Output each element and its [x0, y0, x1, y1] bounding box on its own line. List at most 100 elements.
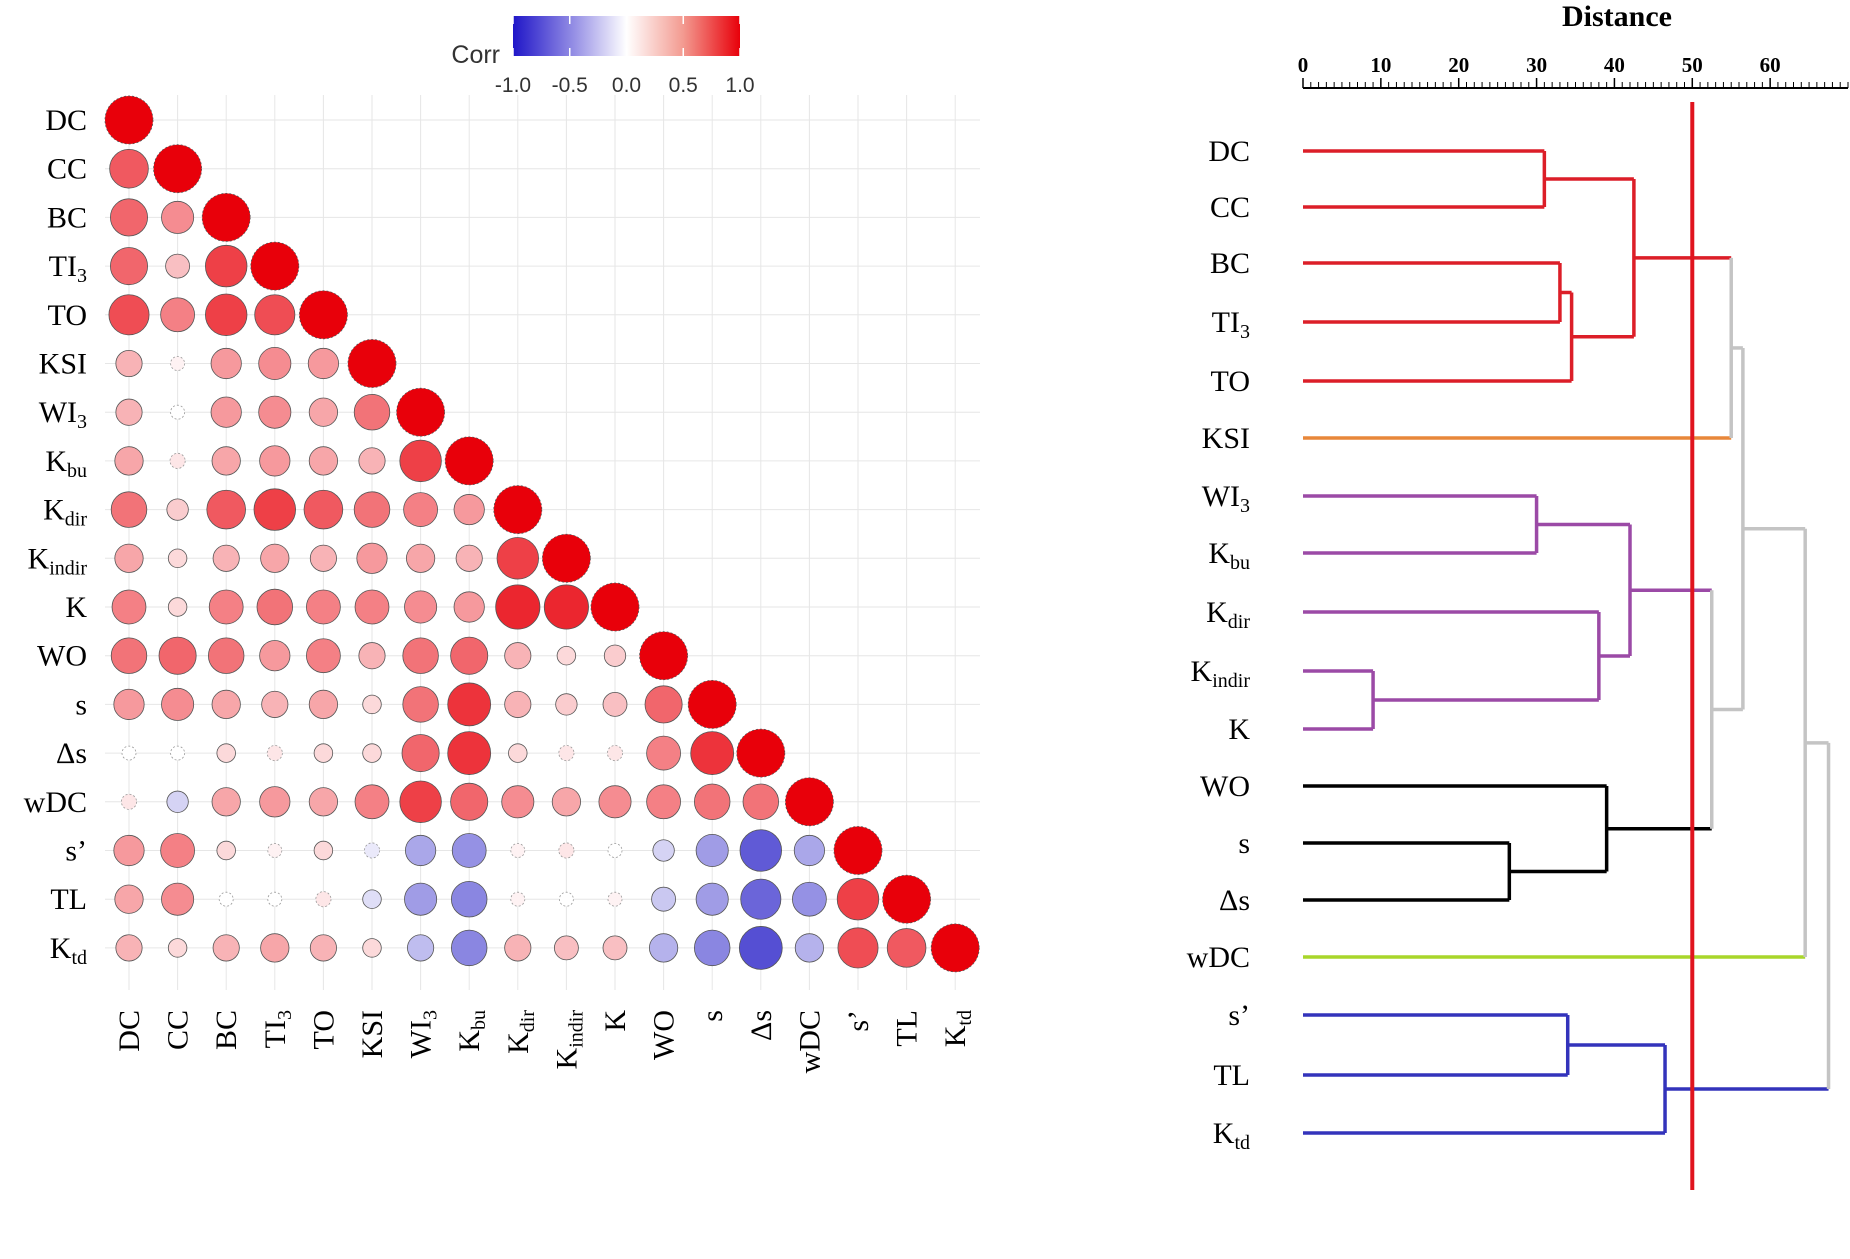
label-base: Δs [1219, 884, 1250, 917]
corr-circle [114, 543, 144, 573]
column-label: KSI [356, 1010, 389, 1058]
label-subscript: indir [49, 557, 87, 579]
corr-circle [309, 934, 337, 962]
row-label: s’ [65, 835, 87, 868]
label-base: Δs [745, 1010, 778, 1041]
corr-circle [508, 743, 528, 763]
corr-circle [218, 891, 234, 907]
row-label: Kindir [28, 542, 88, 579]
corr-circle [690, 731, 735, 775]
corr-circle [405, 834, 437, 867]
label-base: TO [48, 299, 87, 332]
corr-circle [501, 785, 535, 819]
corr-circle [206, 489, 246, 530]
corr-circle [153, 144, 203, 194]
column-label: s [696, 1010, 729, 1022]
corr-circle [695, 882, 729, 916]
corr-circle [362, 743, 382, 763]
label-base: CC [1210, 191, 1250, 224]
label-base: BC [210, 1010, 243, 1050]
distance-axis: 0 10 20 30 40 50 60 [1298, 53, 1849, 89]
corr-circle [167, 597, 188, 617]
corr-circle [354, 784, 390, 820]
corr-circle [260, 933, 290, 963]
corr-circle [354, 589, 390, 625]
dendrogram-title: Distance [1562, 0, 1672, 33]
corr-circle [169, 452, 186, 469]
corr-circle [451, 833, 487, 868]
corr-circle [404, 590, 438, 624]
label-base: TI [259, 1020, 292, 1048]
corr-circle [738, 926, 783, 970]
corr-circle [444, 436, 494, 486]
corr-circle [837, 927, 879, 969]
corr-circle [306, 589, 341, 625]
corr-circle [109, 148, 149, 189]
corr-circle [694, 929, 731, 967]
colorbar-tick-label: -0.5 [552, 74, 588, 97]
label-base: K [45, 445, 67, 478]
label-base: WO [648, 1010, 681, 1060]
corr-circle [882, 874, 931, 924]
corr-circle [308, 689, 338, 719]
distance-tick-label: 20 [1448, 53, 1469, 77]
leaf-label: WI3 [1202, 480, 1250, 517]
corr-circle [555, 693, 578, 716]
column-label: Kindir [550, 1010, 587, 1070]
corr-circle [404, 882, 438, 916]
corr-circle [602, 935, 628, 961]
corr-circle [652, 839, 675, 862]
label-base: s’ [65, 835, 87, 868]
corr-circle [170, 404, 186, 420]
corr-circle [558, 745, 575, 762]
column-label: CC [162, 1010, 195, 1050]
distance-tick-label: 40 [1604, 53, 1625, 77]
label-base: s [696, 1010, 729, 1022]
corr-circle [313, 840, 334, 861]
corr-circle [259, 445, 291, 477]
corr-circle [254, 294, 296, 336]
column-label: WO [648, 1010, 681, 1060]
corr-circle [649, 933, 679, 963]
corr-circle [250, 241, 300, 291]
corr-circle [644, 685, 683, 724]
label-base: K [43, 494, 65, 527]
corr-circle [646, 735, 681, 771]
corr-circle [347, 339, 397, 388]
column-label: Kdir [502, 1010, 539, 1054]
label-base: DC [45, 104, 87, 137]
corr-circle [114, 884, 144, 914]
label-base: s [75, 688, 87, 721]
corr-circle [216, 840, 236, 861]
corr-circle [161, 687, 195, 721]
corr-circle [543, 584, 589, 630]
corr-circle [114, 446, 144, 476]
row-label: Δs [56, 737, 87, 770]
corr-circle [510, 843, 526, 858]
row-label: WO [37, 640, 87, 673]
corr-circle [160, 833, 195, 868]
corr-circle [167, 938, 188, 958]
colorbar-tick-label: 0.0 [612, 74, 641, 97]
corr-circle [558, 842, 575, 859]
distance-tick-label: 50 [1682, 53, 1703, 77]
label-base: WO [37, 640, 87, 673]
label-base: WI [39, 396, 77, 429]
corr-circle [510, 891, 526, 907]
label-base: TL [1213, 1059, 1250, 1092]
leaf-label: Kdir [1206, 596, 1250, 633]
corr-circle [308, 397, 338, 427]
corr-circle [104, 95, 154, 145]
label-base: K [502, 1032, 535, 1054]
corr-circle [399, 780, 442, 823]
label-base: BC [1210, 247, 1250, 280]
corr-circle [453, 494, 485, 526]
leaf-label: CC [1210, 191, 1250, 224]
corr-circle [607, 843, 623, 858]
corr-circle [210, 396, 242, 428]
row-label: DC [45, 104, 87, 137]
label-base: WI [405, 1020, 438, 1058]
label-base: KSI [1202, 422, 1250, 455]
corr-circle [836, 878, 880, 921]
